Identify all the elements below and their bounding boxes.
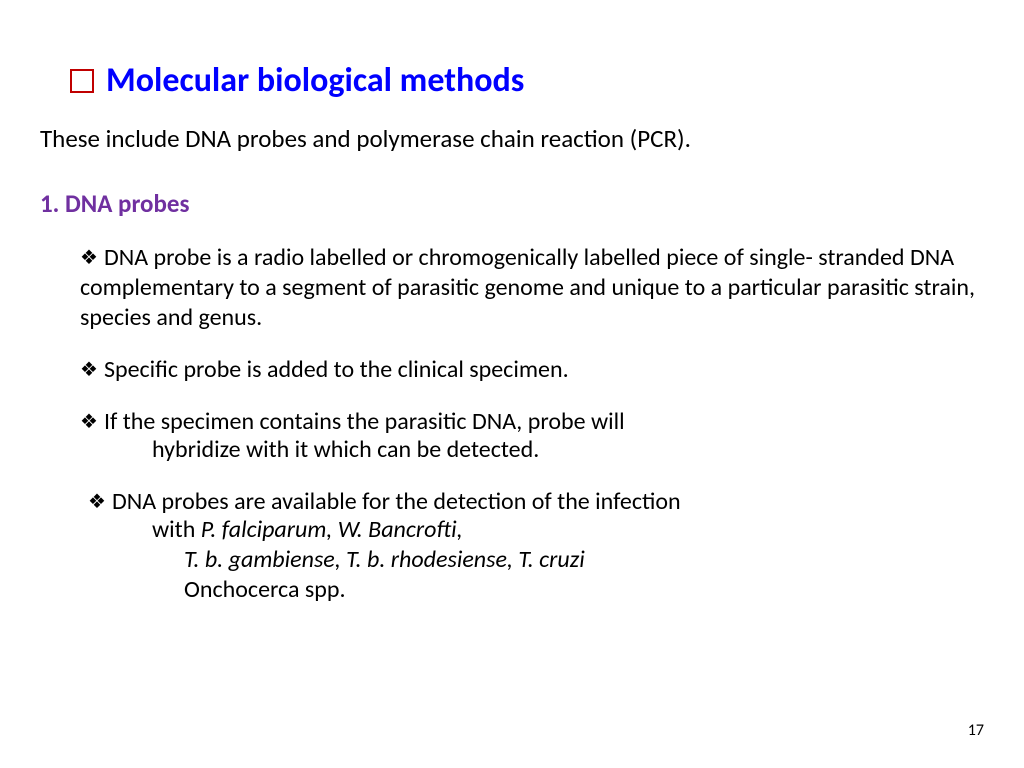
bullet-continuation-italic: T. b. gambiense, T. b. rhodesiense, T. c…: [184, 545, 984, 575]
bullet-text: Specific probe is added to the clinical …: [104, 355, 569, 384]
square-bullet-icon: [70, 69, 94, 93]
bullet-item: ❖DNA probes are available for the detect…: [88, 487, 984, 605]
intro-text: These include DNA probes and polymerase …: [40, 123, 984, 154]
diamond-bullet-icon: ❖: [88, 490, 106, 515]
slide-title: Molecular biological methods: [106, 60, 524, 101]
text-plain: with: [152, 515, 201, 544]
bullet-item: ❖Specific probe is added to the clinical…: [80, 355, 984, 385]
bullet-item: ❖DNA probe is a radio labelled or chromo…: [80, 243, 984, 333]
bullet-text: DNA probes are available for the detecti…: [112, 487, 681, 516]
diamond-bullet-icon: ❖: [80, 410, 98, 435]
slide-container: Molecular biological methods These inclu…: [0, 0, 1024, 768]
bullet-item: ❖If the specimen contains the parasitic …: [80, 407, 984, 465]
bullet-continuation: hybridize with it which can be detected.: [152, 435, 984, 465]
page-number: 17: [968, 721, 984, 740]
bullet-continuation: with P. falciparum, W. Bancrofti,: [152, 515, 984, 545]
bullet-continuation: Onchocerca spp.: [184, 575, 984, 605]
title-row: Molecular biological methods: [70, 60, 984, 101]
diamond-bullet-icon: ❖: [80, 246, 98, 271]
subheading: 1. DNA probes: [40, 188, 984, 219]
bullet-text: DNA probe is a radio labelled or chromog…: [80, 243, 975, 332]
bullet-text: If the specimen contains the parasitic D…: [104, 407, 625, 436]
diamond-bullet-icon: ❖: [80, 358, 98, 383]
text-italic: P. falciparum, W. Bancrofti,: [201, 515, 463, 544]
